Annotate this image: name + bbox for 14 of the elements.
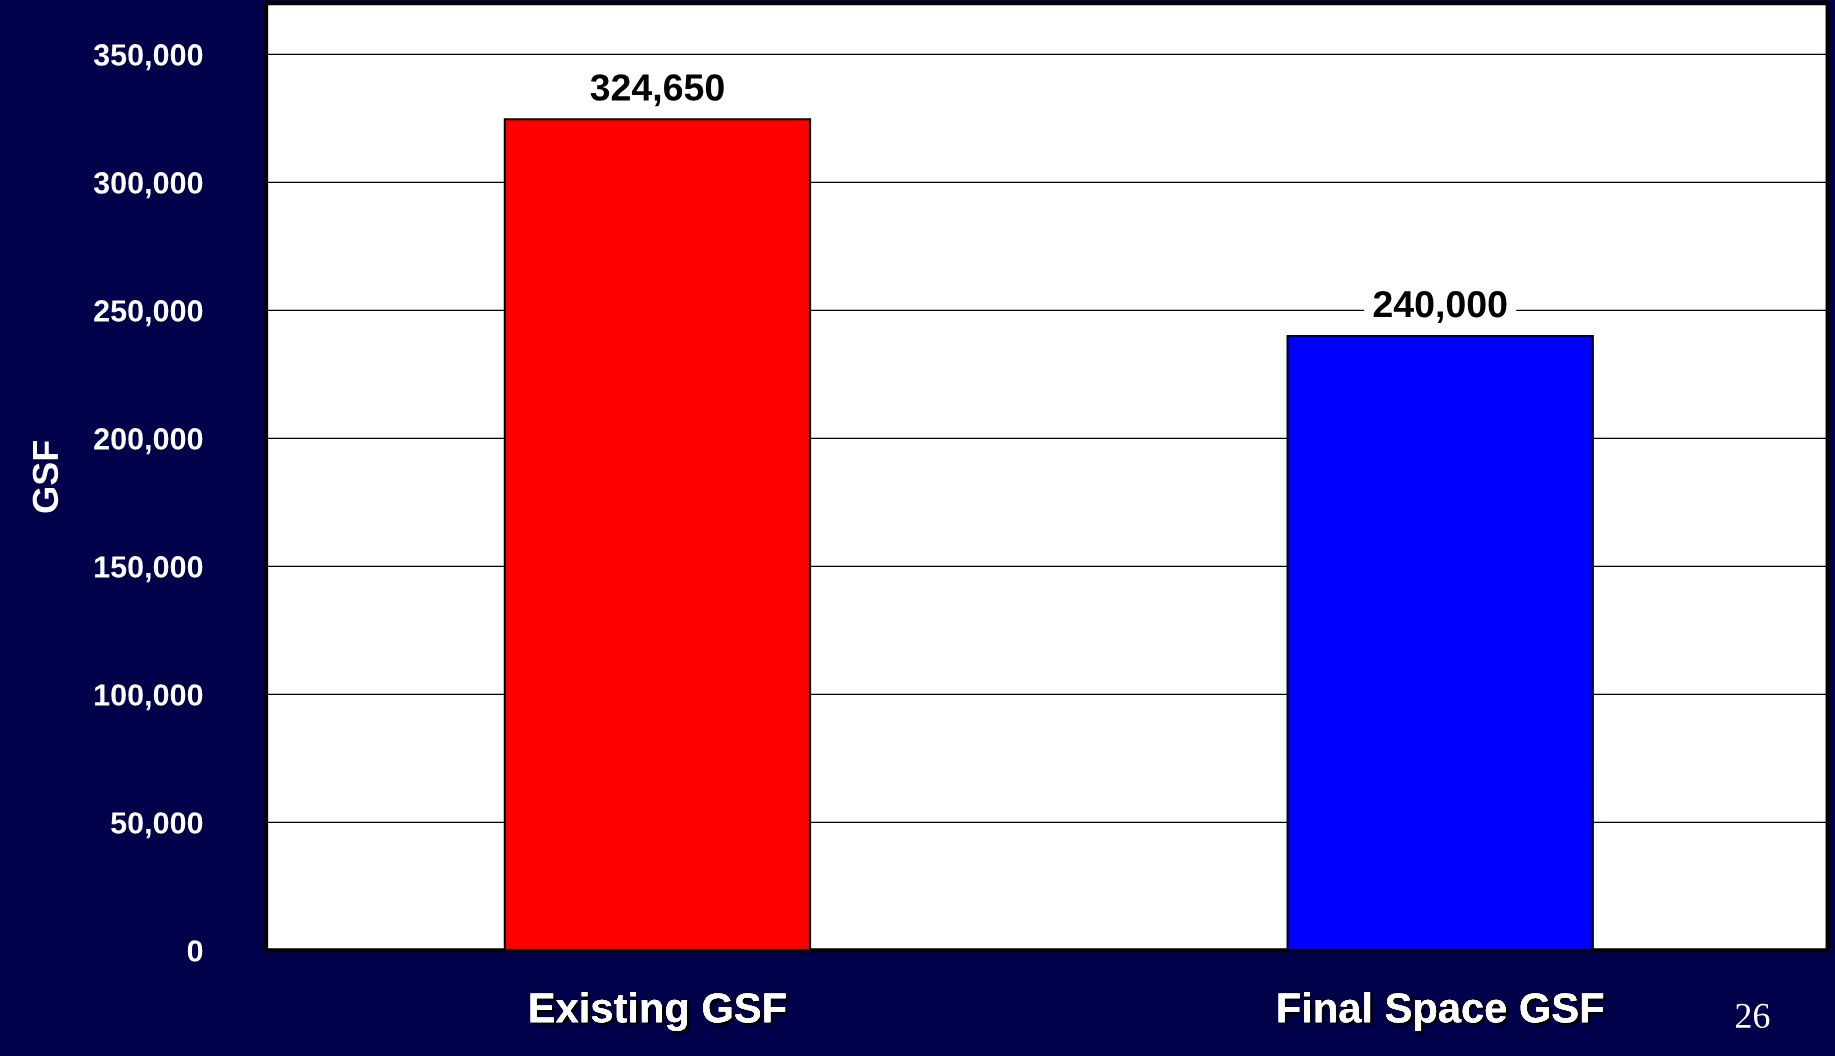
y-tick-label: 200,000 <box>94 428 203 455</box>
y-tick-label: 0 <box>187 940 203 962</box>
y-tick-label: 100,000 <box>95 684 203 711</box>
y-axis-title: GSF <box>32 440 59 513</box>
data-label: 240,000 <box>1373 290 1507 323</box>
x-tick-label: Existing GSF <box>530 992 789 1034</box>
text: 26 <box>1735 1003 1770 1029</box>
y-tick-label: 350,000 <box>93 44 203 71</box>
y-tick-label: 250,000 <box>94 300 203 327</box>
y-tick-label: 300,000 <box>93 172 203 199</box>
data-label: 324,650 <box>590 74 724 107</box>
y-tick-label: 50,000 <box>111 812 203 839</box>
x-tick-label: Final Space GSF <box>1278 992 1606 1034</box>
y-tick-label: 150,000 <box>95 556 203 583</box>
